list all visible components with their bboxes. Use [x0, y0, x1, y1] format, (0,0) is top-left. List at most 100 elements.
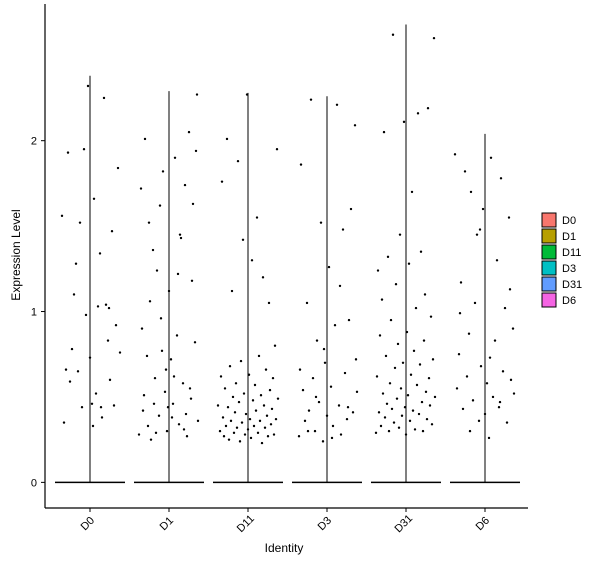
data-point-D6-6 [465, 375, 469, 378]
data-point-D1-34 [164, 368, 168, 371]
data-point-D3-14 [325, 414, 329, 417]
y-tick-label-0: 0 [31, 477, 37, 489]
data-point-D1-41 [148, 300, 152, 303]
data-point-D1-9 [155, 269, 159, 272]
data-point-D31-35 [409, 373, 413, 376]
data-point-D0-27 [72, 293, 76, 296]
data-point-D31-23 [397, 426, 401, 429]
data-point-D31-25 [399, 387, 403, 390]
data-point-D6-24 [501, 370, 505, 373]
y-tick-label-1: 1 [31, 307, 37, 319]
data-point-D31-40 [414, 306, 418, 310]
data-point-D6-33 [488, 356, 492, 359]
data-point-D1-7 [151, 248, 155, 252]
data-point-D0-30 [118, 351, 122, 354]
data-point-D0-0 [60, 214, 64, 218]
data-point-D6-13 [479, 364, 483, 368]
data-point-D0-29 [107, 306, 111, 310]
data-point-D31-27 [401, 361, 405, 364]
legend-label-D31: D31 [562, 279, 582, 291]
data-point-D6-29 [511, 327, 515, 330]
data-point-D1-18 [173, 156, 177, 159]
axes: 0 1 2 D0 D1 D11 D3 D31 D6 [31, 4, 528, 535]
data-point-D11-15 [232, 431, 236, 435]
data-point-D3-7 [311, 376, 315, 380]
legend-label-D3: D3 [562, 263, 576, 275]
data-point-D1-14 [165, 429, 169, 433]
data-point-D3-25 [347, 318, 351, 322]
data-point-D0-10 [86, 84, 90, 88]
data-point-D1-44 [166, 406, 170, 409]
data-point-D0-11 [88, 356, 92, 359]
data-point-D31-58 [432, 36, 436, 40]
legend-key-D6 [541, 292, 557, 308]
data-point-D31-3 [377, 411, 381, 414]
data-point-D31-54 [428, 404, 432, 407]
data-point-D11-52 [269, 423, 273, 426]
data-point-D11-32 [249, 436, 253, 440]
legend-label-D0: D0 [562, 215, 576, 227]
data-point-D11-22 [239, 359, 243, 363]
data-point-D31-38 [412, 349, 416, 353]
data-point-D0-2 [68, 380, 72, 383]
data-point-D31-46 [420, 400, 424, 404]
data-point-D0-19 [104, 303, 108, 306]
data-point-D11-0 [216, 404, 220, 407]
data-point-D3-26 [349, 207, 353, 211]
data-point-D3-27 [351, 411, 355, 414]
data-point-D31-59 [433, 395, 437, 399]
data-point-D0-6 [78, 221, 82, 224]
data-point-D31-1 [375, 375, 379, 378]
data-point-D11-34 [251, 399, 255, 402]
data-point-D31-16 [390, 407, 394, 411]
data-point-D1-38 [188, 387, 192, 390]
data-point-D1-47 [184, 412, 188, 416]
data-point-D11-14 [231, 395, 235, 399]
data-point-D3-2 [301, 388, 305, 392]
data-point-D1-16 [169, 358, 173, 361]
data-point-D11-9 [226, 406, 230, 409]
data-point-D6-23 [499, 177, 503, 180]
data-point-D31-17 [391, 33, 395, 36]
data-point-D1-23 [183, 183, 187, 187]
data-point-D11-59 [276, 397, 280, 400]
data-point-D6-11 [475, 233, 479, 236]
data-point-D3-12 [321, 440, 325, 443]
data-point-D31-45 [419, 250, 423, 253]
data-point-D31-43 [417, 412, 421, 416]
data-point-D6-19 [491, 395, 495, 399]
data-point-D11-48 [265, 414, 269, 417]
data-point-D1-15 [167, 289, 171, 293]
data-point-D6-10 [473, 301, 477, 305]
data-point-D6-4 [461, 407, 465, 411]
data-point-D11-17 [234, 382, 238, 385]
data-point-D31-49 [423, 293, 427, 296]
data-point-D6-14 [481, 207, 485, 211]
data-point-D1-1 [139, 187, 143, 190]
data-point-D3-37 [354, 358, 358, 361]
data-point-D3-33 [322, 347, 326, 351]
data-point-D31-47 [421, 429, 425, 433]
y-axis-title: Expression Level [9, 209, 23, 300]
data-point-D6-35 [508, 288, 512, 291]
data-point-D11-25 [242, 392, 246, 395]
data-point-D11-30 [247, 373, 251, 376]
data-point-D0-15 [96, 305, 100, 308]
data-point-D1-8 [153, 376, 157, 380]
data-point-D11-36 [253, 383, 257, 387]
data-point-D11-33 [250, 259, 254, 262]
data-point-D0-21 [108, 378, 112, 382]
legend-key-D1 [541, 228, 557, 244]
data-point-D3-22 [341, 228, 345, 231]
data-point-D31-14 [388, 382, 392, 385]
data-point-D31-19 [393, 366, 397, 370]
data-point-D3-11 [319, 221, 323, 224]
data-point-D0-9 [84, 313, 88, 317]
data-point-D1-40 [142, 394, 146, 397]
data-point-D0-32 [99, 406, 103, 409]
data-point-D11-28 [245, 93, 249, 96]
data-point-D31-53 [427, 376, 431, 380]
data-point-D3-17 [331, 424, 335, 428]
data-point-D11-56 [273, 344, 277, 347]
data-point-D31-34 [408, 419, 412, 423]
